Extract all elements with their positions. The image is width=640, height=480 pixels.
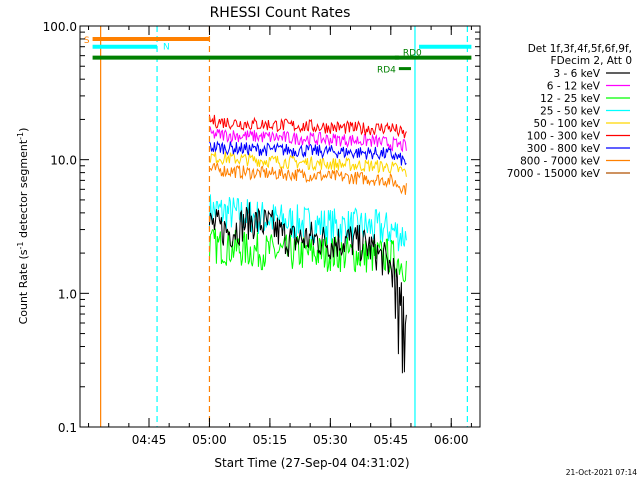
- state-bar-label: RD4: [377, 66, 396, 76]
- legend-entry-label: 300 - 800 keV: [527, 143, 601, 155]
- x-tick-label: 05:15: [253, 433, 288, 447]
- series-line: [208, 114, 407, 139]
- x-tick-label: 05:00: [192, 433, 227, 447]
- y-tick-label: 1.0: [58, 287, 77, 301]
- series-line: [208, 140, 407, 166]
- legend-header-line-2: FDecim 2, Att 0: [551, 55, 632, 67]
- series-layer: [208, 114, 407, 374]
- x-tick-label: 06:00: [434, 433, 469, 447]
- x-axis-label: Start Time (27-Sep-04 04:31:02): [214, 456, 409, 470]
- series-line: [209, 151, 407, 177]
- overlay-layer: S N RD0 RD4: [84, 26, 472, 427]
- series-line: [209, 161, 407, 195]
- legend-entry-label: 100 - 300 keV: [527, 131, 601, 143]
- x-tick-label: 05:45: [374, 433, 409, 447]
- axis-layer: 0.1 1.0 10.0 100.0 04:45 05:00 05:15 05:30 05:45…: [43, 20, 480, 447]
- legend-entry-label: 25 - 50 keV: [540, 106, 601, 118]
- y-tick-label: 0.1: [58, 421, 77, 435]
- footer-date: 21-Oct-2021 07:14: [566, 468, 637, 477]
- y-tick-label: 100.0: [43, 20, 77, 34]
- legend-header-line-1: Det 1f,3f,4f,5f,6f,9f,: [528, 43, 632, 55]
- y-axis-label: Count Rate (s-1 detector segment-1): [16, 128, 30, 325]
- series-line: [208, 202, 407, 374]
- legend-entry-label: 7000 - 15000 keV: [507, 168, 601, 180]
- legend-entry-label: 3 - 6 keV: [553, 68, 600, 80]
- legend-entry-label: 50 - 100 keV: [533, 118, 600, 130]
- legend: Det 1f,3f,4f,5f,6f,9f, FDecim 2, Att 0 3…: [507, 43, 632, 180]
- x-tick-label: 05:30: [313, 433, 348, 447]
- state-bar-label: S: [84, 36, 90, 46]
- state-bar-label: RD0: [403, 49, 422, 59]
- state-bar-label: N: [163, 43, 170, 53]
- series-line: [208, 125, 407, 153]
- chart-title: RHESSI Count Rates: [210, 5, 351, 21]
- legend-entry-label: 800 - 7000 keV: [520, 156, 601, 168]
- x-tick-label: 04:45: [132, 433, 167, 447]
- y-tick-label: 10.0: [50, 154, 77, 168]
- plot-frame: [79, 25, 481, 428]
- legend-entry-label: 6 - 12 keV: [547, 81, 601, 93]
- legend-entry-label: 12 - 25 keV: [540, 93, 601, 105]
